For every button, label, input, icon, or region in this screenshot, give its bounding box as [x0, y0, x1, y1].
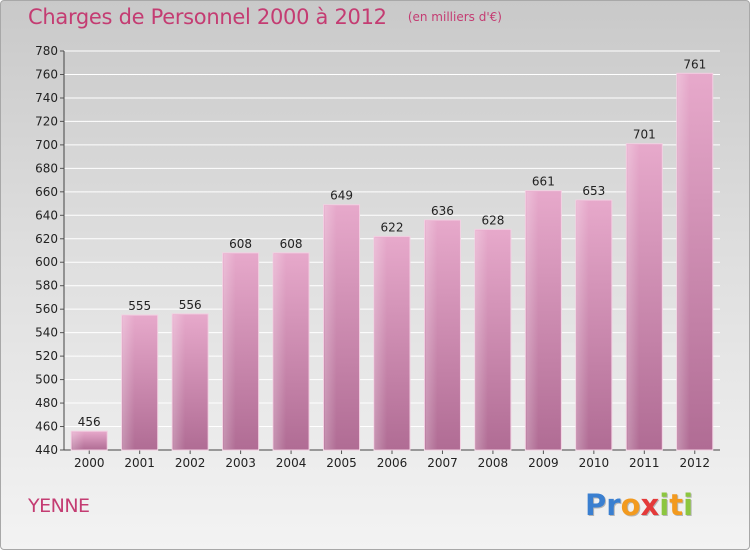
bar-highlight	[122, 316, 135, 449]
y-tick-label: 740	[35, 91, 58, 105]
y-tick-label: 760	[35, 67, 58, 81]
x-tick-label-2004: 2004	[276, 456, 307, 470]
value-label-2012: 761	[683, 57, 706, 71]
bar-highlight	[173, 314, 186, 449]
bar-highlight	[375, 237, 387, 449]
logo-letter: i	[659, 488, 670, 522]
y-tick-label: 680	[35, 161, 58, 175]
value-label-2000: 456	[78, 415, 101, 429]
x-tick-label-2007: 2007	[427, 456, 458, 470]
y-tick-label: 520	[35, 349, 58, 363]
value-label-2004: 608	[280, 237, 303, 251]
x-tick-label-2003: 2003	[225, 456, 256, 470]
proxiti-logo[interactable]: Proxiti	[585, 488, 693, 522]
y-tick-label: 560	[35, 302, 58, 316]
place-name: YENNE	[28, 495, 90, 517]
value-label-2001: 555	[128, 299, 151, 313]
logo-letter: i	[683, 488, 694, 522]
bar-highlight	[425, 220, 438, 449]
logo-letter: P	[585, 488, 607, 522]
bar-highlight	[72, 432, 85, 449]
y-tick-label: 720	[35, 114, 58, 128]
label-layer: 456 555 556 608 608 649 622 636 628 661 653 701 761	[78, 57, 706, 429]
y-tick-label: 500	[35, 373, 58, 387]
x-tick-label-2010: 2010	[579, 456, 610, 470]
value-label-2011: 701	[633, 128, 656, 142]
bar-highlight	[274, 253, 287, 449]
y-tick-label: 440	[35, 443, 58, 457]
logo-letter: t	[669, 488, 684, 522]
x-tick-label-2001: 2001	[124, 456, 155, 470]
bar-layer	[70, 72, 714, 451]
y-tick-label: 480	[35, 396, 58, 410]
bar-highlight	[526, 191, 539, 449]
x-tick-label-2012: 2012	[679, 456, 710, 470]
value-label-2006: 622	[381, 220, 404, 234]
bar-highlight	[223, 253, 236, 449]
logo-letter: r	[606, 488, 621, 522]
y-tick-label: 660	[35, 185, 58, 199]
x-tick-label-2005: 2005	[326, 456, 357, 470]
value-label-2003: 608	[229, 237, 252, 251]
y-tick-label: 580	[35, 279, 58, 293]
x-tick-label-2011: 2011	[629, 456, 660, 470]
y-tick-label: 460	[35, 420, 58, 434]
x-tick-label-2000: 2000	[74, 456, 105, 470]
x-tick-label-2008: 2008	[478, 456, 509, 470]
value-label-2010: 653	[582, 184, 605, 198]
bar-highlight	[627, 144, 640, 450]
y-tick-label: 620	[35, 232, 58, 246]
value-label-2002: 556	[179, 298, 202, 312]
chart-subtitle: (en milliers d'€)	[407, 10, 502, 24]
x-tick-label-2009: 2009	[528, 456, 559, 470]
x-tick-label-2002: 2002	[175, 456, 206, 470]
chart-title-main: Charges de Personnel 2000 à 2012	[28, 5, 387, 29]
logo-letter: x	[640, 488, 660, 522]
bar-highlight	[324, 205, 337, 449]
bar-highlight	[677, 74, 690, 449]
y-tick-label: 780	[35, 44, 58, 58]
bar-highlight	[475, 230, 488, 449]
chart-title: Charges de Personnel 2000 à 2012 (en mil…	[28, 5, 502, 29]
bar-highlight	[576, 201, 589, 449]
x-tick-label-2006: 2006	[377, 456, 408, 470]
y-tick-label: 700	[35, 138, 58, 152]
y-tick-label: 640	[35, 208, 58, 222]
y-tick-label: 600	[35, 255, 58, 269]
y-tick-label: 540	[35, 326, 58, 340]
value-label-2005: 649	[330, 189, 353, 203]
value-label-2007: 636	[431, 204, 454, 218]
value-label-2008: 628	[481, 213, 504, 227]
value-label-2009: 661	[532, 175, 555, 189]
logo-letter: o	[620, 488, 641, 522]
